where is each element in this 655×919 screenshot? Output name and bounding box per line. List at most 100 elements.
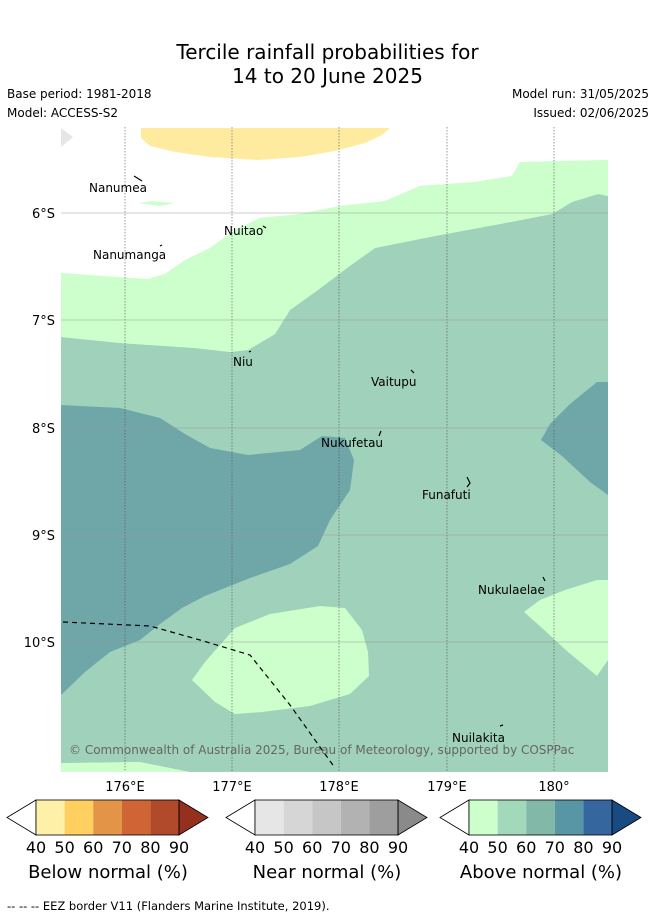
lon-label-179e: 179°E [427,780,467,795]
lon-label-180: 180° [538,780,569,795]
lat-label-9s: 9°S [32,529,55,544]
colorbar-above-segment [554,800,584,835]
region-below-40 [141,128,390,160]
island-label-nuitao: Nuitao [224,224,263,238]
colorbar-near-tick: 50 [273,838,293,857]
map-edge-marker [61,128,73,147]
colorbar-above-tick: 70 [545,838,565,857]
island-mark-vaitupu [410,369,415,374]
colorbar-near-low-arrow [225,799,256,836]
colorbar-above-tick: 90 [602,838,622,857]
colorbar-below: 40 50 60 70 80 90 [6,799,209,857]
colorbar-near-tick: 80 [359,838,379,857]
colorbar-near-high-arrow [397,799,428,836]
colorbar-below-segment [64,800,94,835]
lat-label-7s: 7°S [32,314,55,329]
map-title-line-1: Tercile rainfall probabilities for [176,40,479,64]
colorbar-near-frame [254,799,399,836]
colorbar-near: 40 50 60 70 80 90 [225,799,428,857]
colorbar-above-segment [583,800,612,835]
colorbar-near-segment [340,800,370,835]
island-label-nuilakita: Nuilakita [452,731,505,745]
island-label-nukufetau: Nukufetau [321,436,383,450]
colorbar-below-tick: 70 [112,838,132,857]
colorbar-above-tick: 40 [459,838,479,857]
island-label-vaitupu: Vaitupu [371,375,417,389]
map-latitude-lines [61,212,608,643]
colorbar-below-tick: 60 [83,838,103,857]
island-mark-niu [248,350,252,353]
island-label-funafuti: Funafuti [422,488,471,502]
colorbar-near-segment [255,800,284,835]
colorbar-below-tick: 50 [54,838,74,857]
region-above-40-south [192,606,369,714]
eez-border [62,621,336,769]
probability-regions [61,127,608,772]
island-mark-nukufetau [378,430,382,437]
colorbar-below-segment [93,800,122,835]
eez-footnote: -- -- -- EEZ border V11 (Flanders Marine… [7,899,330,913]
colorbar-near-segment [283,800,313,835]
colorbar-below-tick: 80 [140,838,160,857]
island-mark-nuitao [262,225,267,229]
copyright-notice: © Commonwealth of Australia 2025, Bureau… [69,743,574,757]
model-name: Model: ACCESS-S2 [7,106,119,120]
island-mark-nanumanga [159,244,163,247]
no-signal-northwest [61,127,608,279]
colorbar-below-tick: 40 [26,838,46,857]
model-run: Model run: 31/05/2025 [511,87,649,101]
island-shapes [133,175,546,727]
colorbar-below-segment [150,800,179,835]
lat-label-8s: 8°S [32,422,55,437]
region-above-40-southeast [524,580,608,676]
map-title-line-2: 14 to 20 June 2025 [232,64,423,88]
colorbar-above-frame [468,799,613,836]
colorbar-above-segment [469,800,498,835]
island-label-nanumanga: Nanumanga [93,248,166,262]
island-label-nukulaelae: Nukulaelae [478,583,545,597]
map-graticule [124,127,555,772]
base-period: Base period: 1981-2018 [7,87,152,101]
island-label-nanumea: Nanumea [89,181,147,195]
region-above-60-west [61,405,354,695]
small-patch-nanumea [138,201,175,206]
colorbar-near-tick: 60 [302,838,322,857]
lon-label-176e: 176°E [105,780,145,795]
island-mark-nanumea [133,175,143,182]
colorbar-above: 40 50 60 70 80 90 [439,799,642,857]
colorbar-above-segment [526,800,555,835]
lon-label-177e: 177°E [212,780,252,795]
colorbar-near-tick: 40 [245,838,265,857]
colorbar-above-segment [497,800,527,835]
colorbar-near-segment [369,800,398,835]
colorbar-above-tick: 80 [573,838,593,857]
region-above-40-band [61,160,608,352]
lat-label-10s: 10°S [24,636,55,651]
colorbar-below-segment [121,800,151,835]
colorbar-above-low-arrow [439,799,470,836]
island-label-niu: Niu [233,355,253,369]
issued-date: Issued: 02/06/2025 [533,106,649,120]
region-above-60-east [541,382,608,495]
region-above-40-bottom [61,762,190,772]
island-mark-nuilakita [499,724,504,727]
colorbar-above-tick: 50 [487,838,507,857]
island-mark-funafuti [466,476,471,488]
colorbar-label-above: Above normal (%) [459,862,623,883]
colorbar-above-high-arrow [611,799,642,836]
colorbar-below-segment [36,800,65,835]
colorbar-near-tick: 90 [388,838,408,857]
lon-label-178e: 178°E [319,780,359,795]
colorbar-near-segment [312,800,341,835]
colorbar-label-near: Near normal (%) [252,862,402,883]
colorbar-above-tick: 60 [516,838,536,857]
island-mark-nukulaelae [542,576,546,582]
colorbar-legends: 40 50 60 70 80 90 40 50 60 70 80 90 40 50 60 70 80 90 [6,799,642,857]
colorbar-below-tick: 90 [169,838,189,857]
lat-label-6s: 6°S [32,207,55,222]
colorbar-below-frame [35,799,180,836]
colorbar-below-low-arrow [6,799,37,836]
colorbar-below-high-arrow [178,799,209,836]
colorbar-label-below: Below normal (%) [28,862,188,883]
